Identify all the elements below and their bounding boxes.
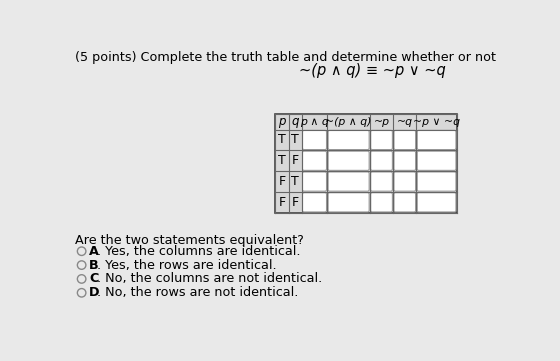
Text: . No, the columns are not identical.: . No, the columns are not identical. [97,273,323,286]
FancyBboxPatch shape [417,193,456,212]
Text: ~(p ∧ q) ≡ ~p ∨ ~q: ~(p ∧ q) ≡ ~p ∨ ~q [299,63,446,78]
FancyBboxPatch shape [302,151,326,170]
Text: (5 points) Complete the truth table and determine whether or not: (5 points) Complete the truth table and … [76,51,496,64]
FancyBboxPatch shape [394,193,416,212]
Text: ~q: ~q [397,117,413,127]
FancyBboxPatch shape [394,130,416,149]
Text: ~p: ~p [374,117,390,127]
FancyBboxPatch shape [417,151,456,170]
Text: A: A [90,245,99,258]
Bar [276,114,457,213]
FancyBboxPatch shape [371,172,393,191]
FancyBboxPatch shape [417,130,456,149]
Text: . Yes, the rows are identical.: . Yes, the rows are identical. [97,258,277,271]
Text: ~p ∨ ~q: ~p ∨ ~q [413,117,460,127]
Text: D: D [90,286,100,299]
Text: . Yes, the columns are identical.: . Yes, the columns are identical. [97,245,301,258]
Text: p: p [278,116,286,129]
Text: T: T [278,154,286,167]
FancyBboxPatch shape [302,130,326,149]
FancyBboxPatch shape [371,130,393,149]
FancyBboxPatch shape [417,172,456,191]
Text: p ∧ q: p ∧ q [300,117,329,127]
Text: F: F [292,154,298,167]
Circle shape [77,247,86,256]
Text: B: B [90,258,99,271]
FancyBboxPatch shape [394,172,416,191]
Text: F: F [278,196,286,209]
FancyBboxPatch shape [371,151,393,170]
Text: C: C [90,273,99,286]
FancyBboxPatch shape [394,151,416,170]
Circle shape [77,261,86,269]
Text: Are the two statements equivalent?: Are the two statements equivalent? [76,234,304,247]
FancyBboxPatch shape [328,172,369,191]
Text: q: q [291,116,299,129]
Circle shape [77,275,86,283]
FancyBboxPatch shape [302,193,326,212]
Text: T: T [278,134,286,147]
Text: T: T [291,134,299,147]
FancyBboxPatch shape [328,151,369,170]
Circle shape [77,288,86,297]
Text: F: F [278,175,286,188]
Text: ~(p ∧ q): ~(p ∧ q) [325,117,372,127]
Text: F: F [292,196,298,209]
FancyBboxPatch shape [371,193,393,212]
FancyBboxPatch shape [302,172,326,191]
FancyBboxPatch shape [328,130,369,149]
Text: T: T [291,175,299,188]
FancyBboxPatch shape [328,193,369,212]
Text: . No, the rows are not identical.: . No, the rows are not identical. [97,286,298,299]
Bar [276,114,457,213]
